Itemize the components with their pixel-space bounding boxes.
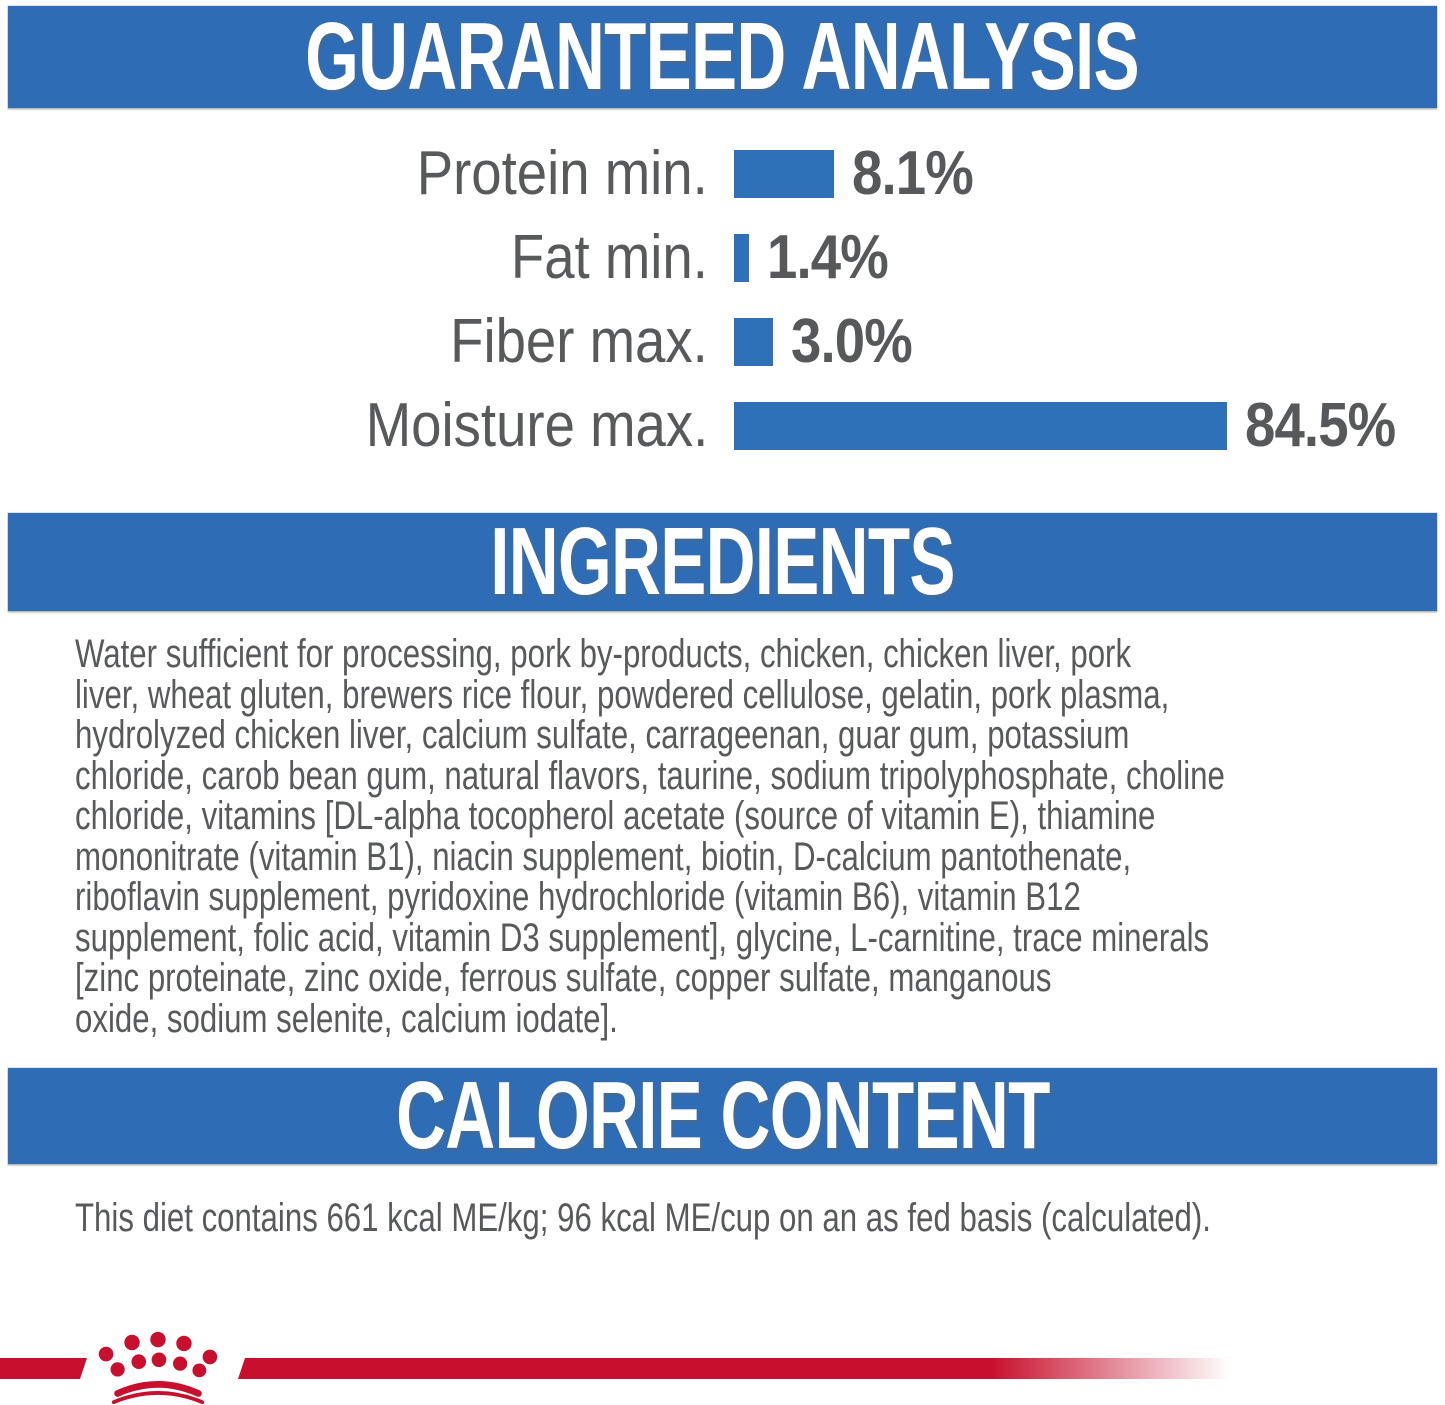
ga-value-protein: 8.1% (852, 139, 974, 208)
ingredients-text: Water sufficient for processing, pork by… (75, 632, 1225, 1041)
ga-bar-fat (734, 234, 749, 282)
ga-value-fat: 1.4% (767, 223, 889, 292)
brand-rule-right (238, 1358, 1230, 1379)
brand-rule-left (0, 1358, 87, 1379)
ga-bar-protein (734, 150, 834, 198)
ingredients-title: INGREDIENTS (490, 508, 955, 615)
ingredients-header: INGREDIENTS (8, 513, 1437, 611)
ga-row-fiber: Fiber max. 3.0% (0, 300, 1445, 384)
ga-row-moisture: Moisture max. 84.5% (0, 384, 1445, 468)
ga-row-protein: Protein min. 8.1% (0, 132, 1445, 216)
ga-bar-moisture (734, 402, 1227, 450)
royal-canin-crown-icon (98, 1331, 218, 1405)
calorie-content-text: This diet contains 661 kcal ME/kg; 96 kc… (75, 1196, 1211, 1240)
guaranteed-analysis-chart: Protein min. 8.1% Fat min. 1.4% Fiber ma… (0, 132, 1445, 468)
guaranteed-analysis-title: GUARANTEED ANALYSIS (305, 3, 1141, 110)
ga-label-fat: Fat min. (510, 223, 708, 292)
calorie-content-title: CALORIE CONTENT (395, 1062, 1050, 1169)
ga-bar-fiber (734, 318, 773, 366)
ga-value-moisture: 84.5% (1245, 391, 1396, 460)
ga-label-fiber: Fiber max. (450, 307, 708, 376)
ga-label-moisture: Moisture max. (365, 391, 708, 460)
ga-row-fat: Fat min. 1.4% (0, 216, 1445, 300)
ga-value-fiber: 3.0% (791, 307, 913, 376)
guaranteed-analysis-header: GUARANTEED ANALYSIS (8, 6, 1437, 108)
calorie-content-header: CALORIE CONTENT (8, 1068, 1437, 1164)
ga-label-protein: Protein min. (416, 139, 708, 208)
